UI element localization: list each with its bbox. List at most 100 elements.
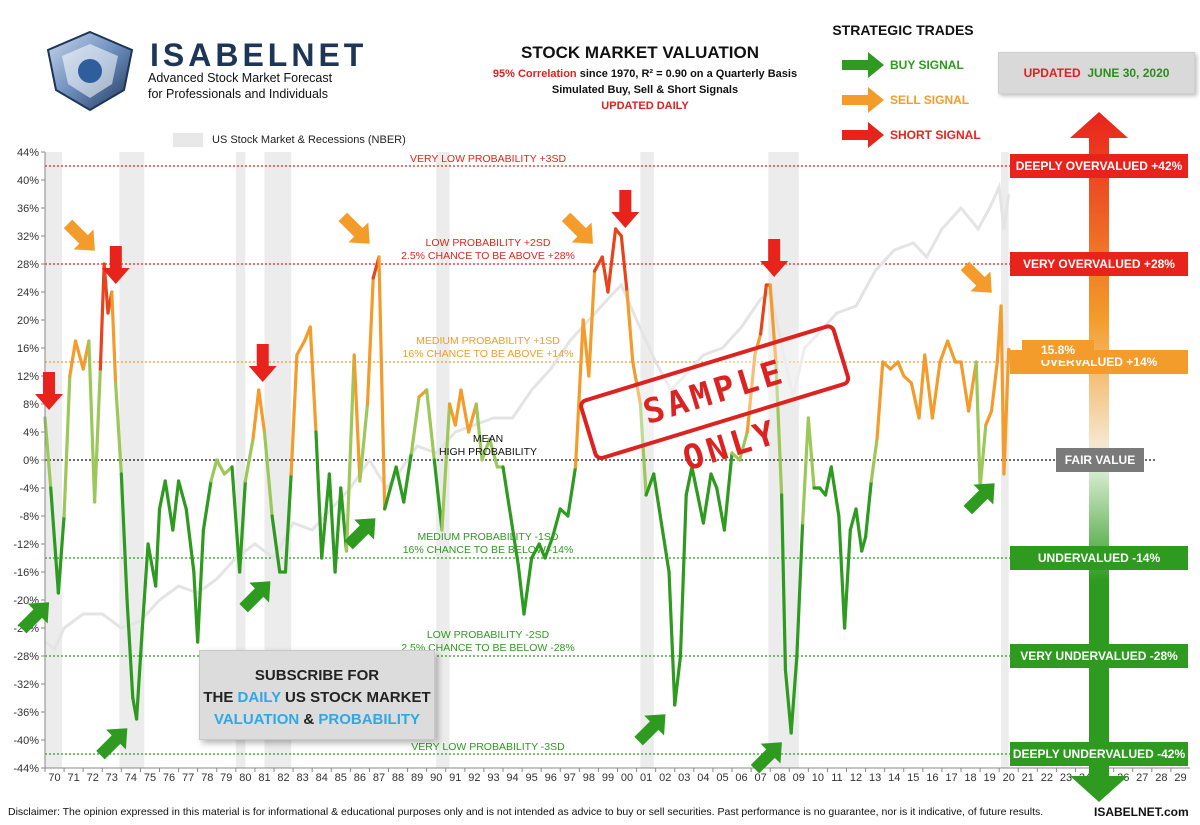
valuation-segment (257, 388, 267, 434)
valuation-segment (909, 381, 921, 420)
x-tick-label: 88 (392, 772, 404, 784)
valuation-segment (365, 276, 375, 406)
valuation-segment (881, 360, 892, 371)
valuation-segment (176, 479, 188, 511)
x-tick-label: 89 (411, 772, 423, 784)
x-tick-label: 87 (373, 772, 385, 784)
valuation-segment (522, 556, 534, 616)
subscribe-box[interactable]: SUBSCRIBE FOR THE DAILY US STOCK MARKET … (199, 650, 435, 740)
valuation-segment (146, 542, 158, 588)
reference-label: VERY LOW PROBABILITY +3SD (410, 153, 567, 165)
valuation-segment (201, 479, 213, 532)
valuation-segment (619, 234, 629, 294)
valuation-segment (270, 514, 282, 574)
short-signal-label: SHORT SIGNAL (890, 128, 981, 142)
recession-legend-label: US Stock Market & Recessions (NBER) (212, 134, 406, 146)
valuation-segment (652, 472, 663, 525)
reference-label: LOW PROBABILITY +2SD (426, 237, 551, 249)
valuation-segment (56, 514, 66, 595)
x-tick-label: 08 (774, 772, 786, 784)
buy-arrow-shape (96, 728, 128, 760)
sell-arrow (960, 261, 992, 293)
valuation-segment (667, 570, 677, 707)
y-tick-label: 36% (17, 203, 39, 215)
valuation-segment (780, 493, 788, 672)
x-tick-label: 09 (793, 772, 805, 784)
valuation-segment (386, 465, 398, 497)
valuation-segment (62, 374, 72, 518)
buy-arrow (17, 602, 50, 634)
reference-label: MEDIUM PROBABILITY +1SD (416, 335, 560, 347)
valuation-segment (425, 388, 436, 462)
valuation-segment (631, 360, 643, 406)
valuation-segment (196, 528, 205, 644)
valuation-segment (459, 388, 471, 434)
buy-arrow (96, 728, 128, 760)
short-arrow-shape (611, 190, 640, 228)
x-tick-label: 94 (506, 772, 518, 784)
valuation-segment (587, 269, 597, 378)
buy-signal-label: BUY SIGNAL (890, 58, 964, 72)
valuation-segment (902, 374, 913, 385)
valuation-label: DEEPLY OVERVALUED +42% (1010, 154, 1188, 178)
x-tick-label: 01 (640, 772, 652, 784)
sell-arrow (561, 212, 593, 244)
valuation-segment (358, 402, 370, 483)
buy-arrow (963, 483, 995, 515)
valuation-segment (543, 535, 555, 560)
brand-tagline-2: for Professionals and Individuals (148, 87, 328, 101)
subscribe-valuation: VALUATION (213, 711, 300, 728)
valuation-segment (566, 465, 578, 518)
valuation-segment (135, 626, 144, 721)
valuation-segment (715, 486, 726, 532)
y-tick-label: -16% (13, 567, 39, 579)
valuation-segment (592, 255, 604, 273)
x-tick-label: 70 (48, 772, 60, 784)
valuation-segment (114, 381, 123, 476)
x-tick-label: 80 (239, 772, 251, 784)
valuation-segment (163, 479, 175, 532)
sell-signal-label: SELL SIGNAL (890, 93, 970, 107)
x-tick-label: 16 (926, 772, 938, 784)
reference-label-detail: 2.5% CHANCE TO BE BELOW -28% (401, 642, 575, 654)
site-link[interactable]: ISABELNET.com (1094, 805, 1189, 819)
valuation-segment (701, 472, 713, 525)
valuation-segment (110, 290, 118, 385)
x-tick-label: 79 (220, 772, 232, 784)
x-tick-label: 97 (564, 772, 576, 784)
x-tick-label: 92 (468, 772, 480, 784)
y-tick-label: -44% (13, 763, 39, 775)
valuation-segment (829, 465, 841, 518)
valuation-segment (238, 479, 247, 574)
y-tick-label: -40% (13, 735, 39, 747)
sell-arrow-shape (960, 261, 992, 293)
x-tick-label: 04 (697, 772, 709, 784)
x-tick-label: 20 (1003, 772, 1015, 784)
y-tick-label: 12% (17, 371, 39, 383)
valuation-segment (402, 451, 413, 504)
valuation-segment (93, 367, 102, 504)
sell-signal-arrow-icon (842, 87, 884, 113)
valuation-segment (215, 458, 226, 476)
buy-arrow (750, 742, 782, 774)
strategic-trades-title: STRATEGIC TRADES (832, 22, 974, 38)
y-tick-label: -12% (13, 539, 39, 551)
x-tick-label: 90 (430, 772, 442, 784)
short-arrow-shape (760, 239, 789, 277)
y-tick-label: 32% (17, 231, 39, 243)
valuation-segment (453, 388, 463, 427)
valuation-segment (295, 339, 307, 357)
buy-arrow (634, 714, 666, 746)
valuation-segment (722, 451, 734, 532)
short-arrow-shape (248, 344, 277, 382)
x-tick-label: 06 (735, 772, 747, 784)
valuation-segment (327, 472, 337, 574)
y-tick-label: 40% (17, 175, 39, 187)
sell-arrow (338, 212, 370, 244)
valuation-segment (745, 353, 757, 434)
subscribe-the: THE (203, 689, 238, 706)
x-tick-label: 18 (964, 772, 976, 784)
subscribe-daily: DAILY (237, 689, 281, 706)
valuation-segment (409, 395, 421, 455)
reference-label: VERY LOW PROBABILITY -3SD (411, 741, 565, 753)
